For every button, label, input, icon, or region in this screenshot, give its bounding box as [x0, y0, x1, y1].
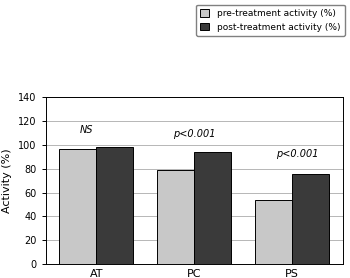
Bar — [96, 147, 133, 264]
Legend: pre-treatment activity (%), post-treatment activity (%): pre-treatment activity (%), post-treatme… — [196, 4, 345, 36]
Text: p<0.001: p<0.001 — [276, 149, 318, 159]
Y-axis label: Activity (%): Activity (%) — [2, 148, 12, 213]
Bar — [255, 200, 292, 264]
Text: NS: NS — [80, 125, 93, 135]
Bar — [194, 152, 231, 264]
Bar — [157, 170, 194, 264]
Bar — [59, 149, 96, 264]
Text: p<0.001: p<0.001 — [173, 129, 216, 139]
Bar — [292, 174, 329, 264]
